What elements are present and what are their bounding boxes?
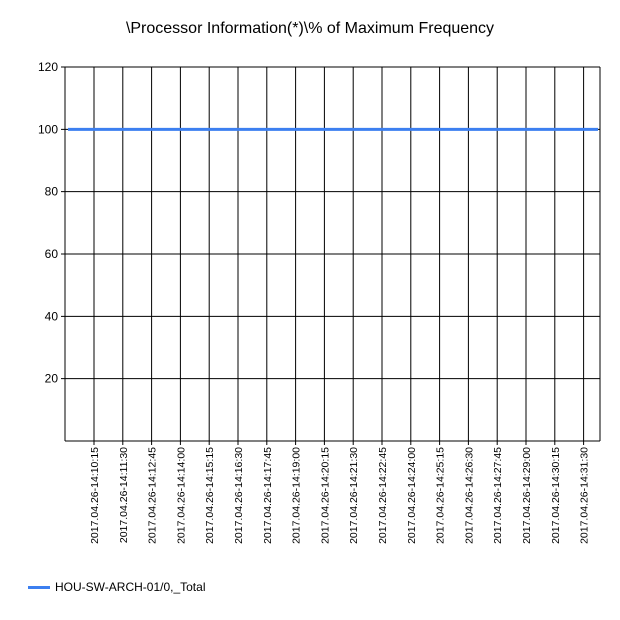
x-tick-label: 2017.04.26-14:21:30 xyxy=(348,447,360,544)
x-tick-label: 2017.04.26-14:25:15 xyxy=(435,447,447,544)
grid-layer xyxy=(61,66,600,445)
y-tick-labels: 20 40 60 80 100 120 xyxy=(38,60,58,386)
y-tick-label: 100 xyxy=(38,122,58,136)
x-tick-label: 2017.04.26-14:19:00 xyxy=(291,447,303,544)
x-tick-label: 2017.04.26-14:24:00 xyxy=(406,447,418,544)
x-tick-label: 2017.04.26-14:16:30 xyxy=(233,447,245,544)
x-tick-label: 2017.04.26-14:29:00 xyxy=(521,447,533,544)
x-tick-label: 2017.04.26-14:22:45 xyxy=(377,447,389,544)
axes-layer xyxy=(64,67,601,442)
x-tick-label: 2017.04.26-14:10:15 xyxy=(89,447,101,544)
x-tick-label: 2017.04.26-14:14:00 xyxy=(175,447,187,544)
x-tick-label: 2017.04.26-14:20:15 xyxy=(319,447,331,544)
legend: HOU-SW-ARCH-01/0,_Total xyxy=(28,580,205,594)
y-tick-label: 40 xyxy=(45,309,59,323)
y-tick-label: 80 xyxy=(45,185,59,199)
x-tick-label: 2017.04.26-14:17:45 xyxy=(262,447,274,544)
x-tick-label: 2017.04.26-14:31:30 xyxy=(579,447,591,544)
x-tick-label: 2017.04.26-14:30:15 xyxy=(550,447,562,544)
y-tick-label: 20 xyxy=(45,372,59,386)
x-tick-labels: 2017.04.26-14:10:15 2017.04.26-14:11:30 20… xyxy=(89,447,591,544)
x-tick-label: 2017.04.26-14:27:45 xyxy=(492,447,504,544)
x-tick-label: 2017.04.26-14:11:30 xyxy=(118,447,130,543)
y-tick-label: 60 xyxy=(45,247,59,261)
legend-label: HOU-SW-ARCH-01/0,_Total xyxy=(55,580,206,594)
y-tick-label: 120 xyxy=(38,60,58,74)
x-tick-label: 2017.04.26-14:26:30 xyxy=(463,447,475,544)
x-tick-label: 2017.04.26-14:15:15 xyxy=(204,447,216,544)
x-tick-label: 2017.04.26-14:12:45 xyxy=(147,447,159,544)
legend-swatch xyxy=(28,585,50,589)
chart-title: \Processor Information(*)\% of Maximum F… xyxy=(125,20,495,37)
